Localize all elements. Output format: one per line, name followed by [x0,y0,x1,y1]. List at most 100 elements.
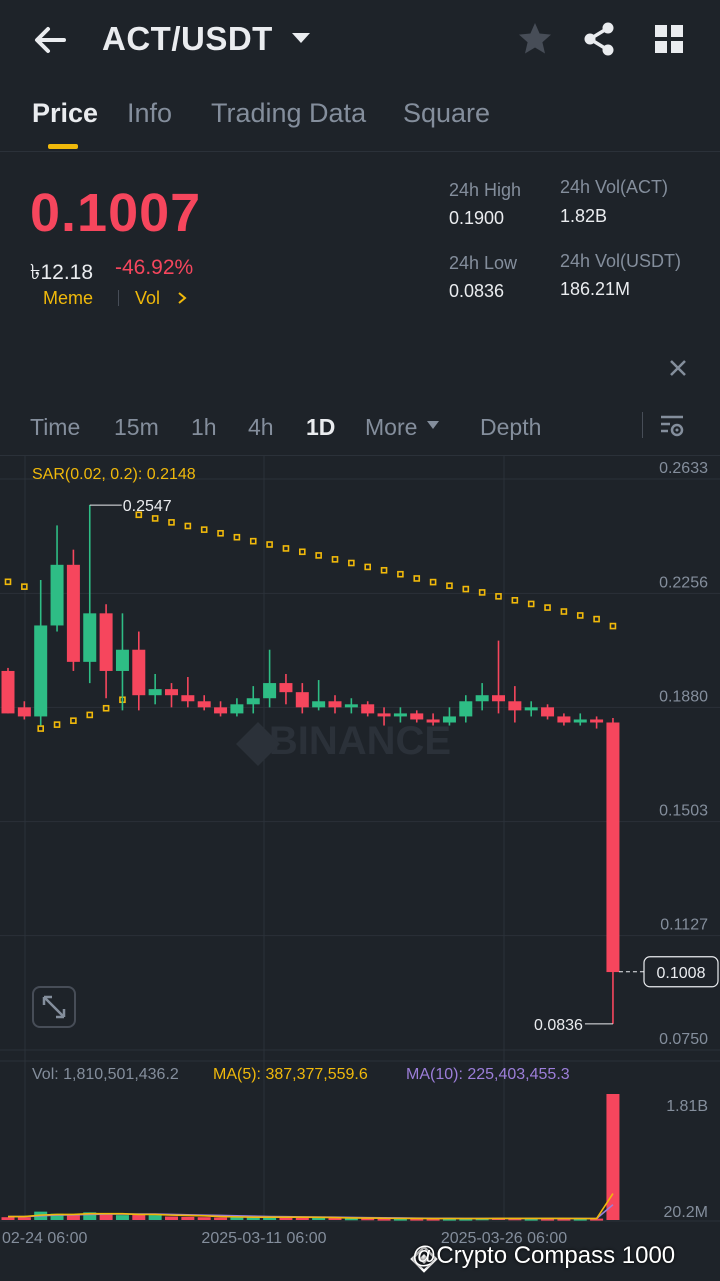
min-price-label: 0.0836 [534,1017,583,1034]
interval-time[interactable]: Time [30,414,81,440]
chart-settings-icon[interactable] [658,412,686,440]
volume-bar [442,1218,456,1221]
x-label-3: 2025-03-26 06:00 [441,1230,567,1247]
expand-icon [42,995,66,1019]
candle-body [573,719,587,723]
ma5-label: MA(5): 387,377,559.6 [213,1066,368,1083]
candle-body [132,649,146,696]
interval-15m[interactable]: 15m [114,414,159,440]
interval-1h[interactable]: 1h [191,414,217,440]
tab-info[interactable]: Info [127,98,173,128]
interval-1d[interactable]: 1D [306,414,336,440]
sar-point [397,570,404,578]
price-chart[interactable]: BINANCE 0.26330.22560.18800.15030.11270.… [0,456,720,1281]
fiat-price: ৳12.18 [30,261,94,284]
volume-bar [148,1215,162,1220]
pair-title[interactable]: ACT/USDT [102,20,273,57]
sar-point [282,545,290,552]
candle-body [606,722,620,973]
price-tick-label: 0.2256 [659,574,708,591]
tab-trading-data[interactable]: Trading Data [211,98,367,128]
grid-icon[interactable] [652,22,686,56]
volume-bar [557,1218,571,1221]
last-price-box [643,956,719,988]
candle-body [312,701,326,708]
volume-bar [606,1094,620,1220]
volume-bar [246,1217,260,1220]
vol-base-value: 1.82B [560,206,608,226]
sar-point [560,608,568,615]
sar-point [298,548,306,556]
chart-grid [0,456,720,1222]
candle-body [99,613,113,671]
close-icon[interactable] [666,356,690,380]
caret-down-icon[interactable] [426,420,440,430]
volume-bar [83,1212,97,1220]
volume-label: Vol: 1,810,501,436.2 [32,1066,179,1083]
candle-body [361,704,375,714]
star-icon[interactable] [516,20,554,58]
sar-point [348,559,355,567]
tab-price[interactable]: Price [32,98,99,128]
candle-body [263,683,277,699]
sar-point [266,541,273,548]
candle-body [197,701,211,708]
ma10-label: MA(10): 225,403,455.3 [406,1066,570,1083]
share-icon[interactable] [580,20,618,58]
volume-tick-label: 1.81B [666,1098,708,1115]
volume-bar [524,1218,538,1221]
sar-point [495,593,502,600]
price-axis: 0.2633 0.2256 0.1880 0.1503 0.1127 0.0750 0.25… [89,460,719,1048]
sar-point [168,519,175,526]
volume-bar [426,1218,440,1221]
volume-bar [361,1218,375,1221]
candle-body [246,698,260,705]
caret-down-icon[interactable] [290,28,312,48]
binance-logo-icon [236,722,280,766]
tag-meme[interactable]: Meme [43,288,94,308]
sar-point [544,604,551,611]
back-arrow-icon[interactable] [30,22,70,58]
candle-body [230,704,244,714]
sar-point [593,615,600,623]
candle-body [344,704,358,708]
volume-bar [197,1217,211,1220]
candle-body [426,719,440,723]
tab-square[interactable]: Square [403,98,491,128]
sar-point [429,578,437,586]
interval-depth[interactable]: Depth [480,414,542,440]
volume-bar [410,1218,424,1221]
vol-quote-label: 24h Vol(USDT) [560,251,682,271]
fullscreen-button[interactable] [32,986,76,1028]
candle-body [410,713,424,720]
candle-body [524,707,538,711]
candle-body [34,625,48,717]
main-tabs: Price Info Trading Data Square [0,92,720,152]
x-label-1: 02-24 06:00 [2,1230,88,1247]
low-value: 0.0836 [449,281,505,301]
high-value: 0.1900 [449,208,505,228]
volume-bar [1,1217,15,1220]
interval-4h[interactable]: 4h [248,414,274,440]
volume-bar [99,1214,113,1220]
chevron-right-icon[interactable] [176,291,188,305]
sar-point [446,582,453,590]
volume-bar [541,1218,555,1221]
interval-more[interactable]: More [365,414,418,440]
interval-bar: Time 15m 1h 4h 1D More Depth [0,400,720,456]
sar-point [233,533,241,541]
volume-bar [312,1217,326,1220]
sar-point [315,552,322,559]
tag-vol[interactable]: Vol [135,288,161,308]
candle-body [50,564,64,626]
candle-body [83,613,97,662]
sar-series [4,511,617,732]
volume-tick-label: 20.2M [664,1204,708,1221]
candle-body [295,692,309,708]
volume-bar [230,1217,244,1220]
sar-point [151,515,159,522]
top-bar: ACT/USDT [0,0,720,80]
sar-point [380,566,388,574]
volume-bar [377,1218,391,1221]
interval-divider [642,412,643,438]
